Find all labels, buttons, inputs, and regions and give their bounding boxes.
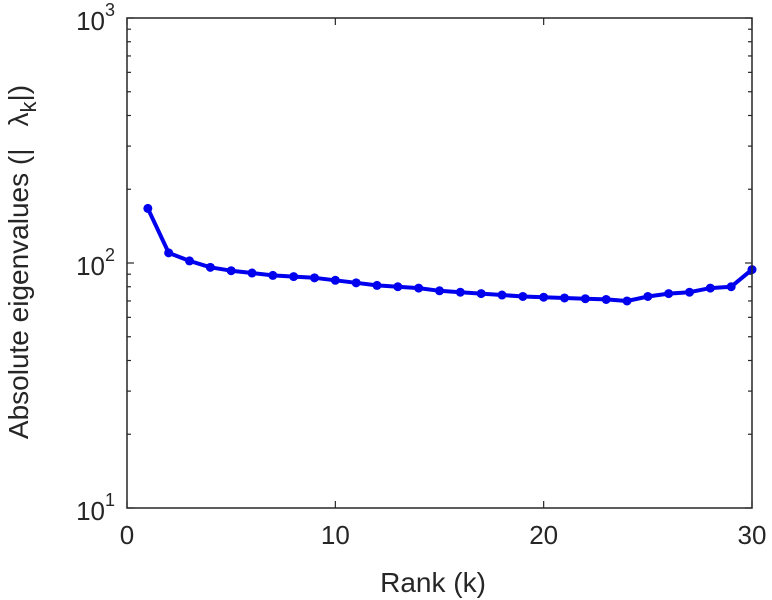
- y-tick-base: 10: [76, 6, 105, 36]
- data-point: [685, 287, 694, 297]
- y-tick-label: 102: [76, 245, 115, 281]
- data-point: [268, 270, 278, 280]
- y-axis-label-lambda: λ: [3, 113, 34, 127]
- y-axis-label-subscript: k: [16, 101, 41, 113]
- x-tick-label: 30: [738, 520, 767, 550]
- axes-box: [126, 17, 753, 509]
- data-point: [560, 293, 569, 303]
- plot-area: [127, 18, 752, 508]
- data-point: [393, 282, 403, 292]
- data-point: [643, 291, 653, 301]
- series-layer: [143, 203, 757, 306]
- data-point: [289, 272, 299, 282]
- data-point: [705, 283, 715, 293]
- data-point: [455, 287, 465, 297]
- data-point: [622, 296, 632, 306]
- y-tick-label: 101: [76, 490, 115, 526]
- data-point: [185, 256, 194, 266]
- y-tick-exponent: 2: [105, 245, 115, 265]
- data-point: [518, 291, 528, 301]
- y-axis-label: Absolute eigenvalues (| λk|): [3, 85, 41, 439]
- data-point: [726, 282, 736, 292]
- y-tick-base: 10: [76, 251, 105, 281]
- data-point: [580, 294, 590, 304]
- y-tick-label: 103: [76, 0, 115, 36]
- data-point: [539, 292, 549, 302]
- data-point: [247, 268, 257, 278]
- y-axis-label-suffix: |): [3, 85, 34, 102]
- data-point: [372, 280, 382, 290]
- data-point: [497, 290, 507, 300]
- data-point: [476, 289, 486, 299]
- x-tick-label: 10: [321, 520, 350, 550]
- data-point: [435, 286, 444, 296]
- data-point: [164, 248, 174, 258]
- data-point: [664, 289, 674, 299]
- data-point: [330, 275, 340, 285]
- x-tick-labels: 0 10 20 30: [120, 520, 767, 550]
- x-axis-label: Rank (k): [380, 567, 486, 598]
- data-point: [310, 273, 319, 283]
- data-point: [351, 278, 361, 288]
- data-point: [205, 262, 215, 272]
- y-tick-exponent: 3: [105, 0, 115, 20]
- data-point: [414, 283, 424, 293]
- data-point: [601, 294, 611, 304]
- y-axis-label-prefix: Absolute eigenvalues (|: [3, 149, 34, 440]
- y-tick-exponent: 1: [105, 490, 115, 510]
- x-tick-label: 20: [529, 520, 558, 550]
- x-tick-label: 0: [120, 520, 134, 550]
- data-point: [226, 266, 236, 276]
- data-point: [143, 203, 153, 213]
- y-tick-base: 10: [76, 496, 105, 526]
